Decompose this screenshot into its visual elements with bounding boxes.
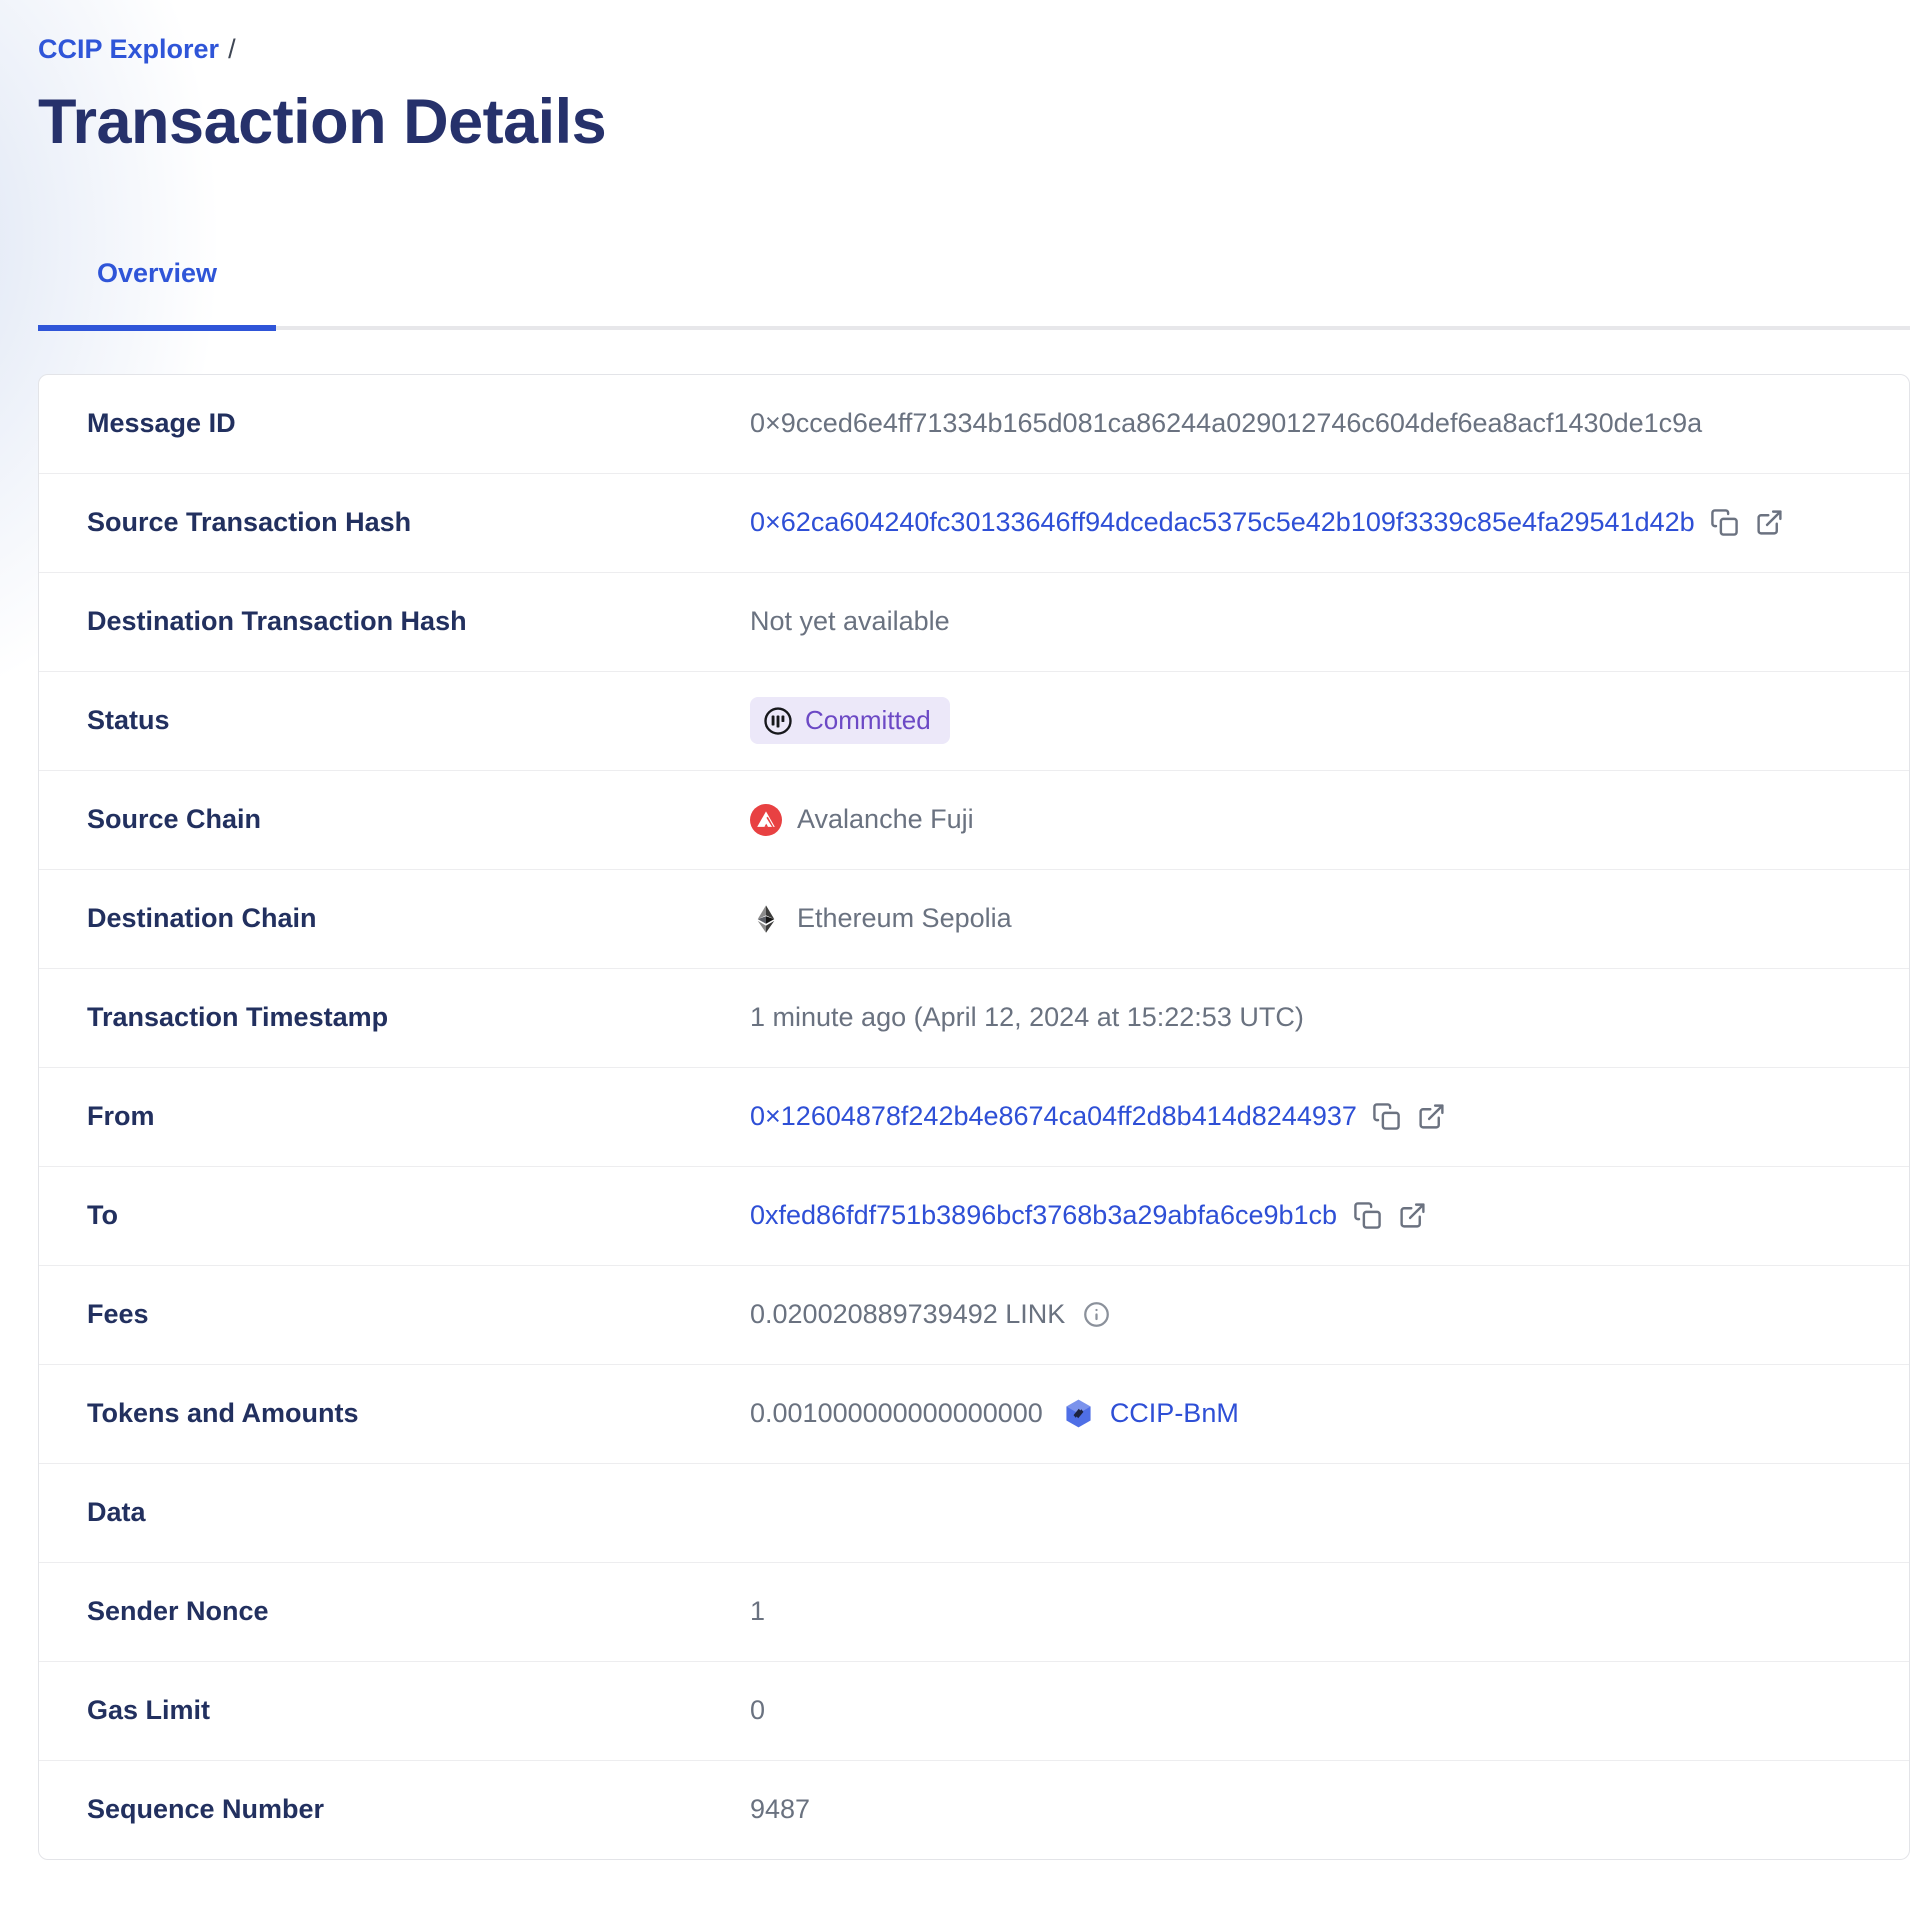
row-label: Sender Nonce [87, 1596, 269, 1627]
row-label: From [87, 1101, 155, 1132]
row-value: 0×9cced6e4ff71334b165d081ca86244a0290127… [750, 408, 1703, 439]
row-value: 0 [750, 1695, 766, 1726]
table-row: Data [39, 1462, 1909, 1562]
external-link-icon[interactable] [1417, 1102, 1447, 1132]
row-label: Fees [87, 1299, 149, 1330]
fees-value: 0.020020889739492 LINK [750, 1299, 1066, 1330]
row-label: Tokens and Amounts [87, 1398, 359, 1429]
copy-icon[interactable] [1372, 1102, 1402, 1132]
row-value-cell: 1 [750, 1596, 1909, 1627]
hash-link[interactable]: 0xfed86fdf751b3896bcf3768b3a29abfa6ce9b1… [750, 1200, 1338, 1231]
chain-name: Ethereum Sepolia [797, 903, 1012, 934]
breadcrumb-separator: / [228, 34, 236, 64]
row-value-cell: Avalanche Fuji [750, 803, 1909, 836]
row-label: Destination Transaction Hash [87, 606, 467, 637]
status-badge: Committed [750, 697, 950, 745]
status-badge-label: Committed [805, 705, 931, 736]
external-link-icon[interactable] [1755, 508, 1785, 538]
row-label: Data [87, 1497, 146, 1528]
hash-link[interactable]: 0×62ca604240fc30133646ff94dcedac5375c5e4… [750, 507, 1695, 538]
row-label: Transaction Timestamp [87, 1002, 389, 1033]
row-value-cell: Ethereum Sepolia [750, 903, 1909, 935]
row-value: 1 [750, 1596, 766, 1627]
row-value: 1 minute ago (April 12, 2024 at 15:22:53… [750, 1002, 1304, 1033]
row-value: Not yet available [750, 606, 950, 637]
avalanche-icon [750, 803, 782, 836]
hash-link[interactable]: 0×12604878f242b4e8674ca04ff2d8b414d82449… [750, 1101, 1357, 1132]
row-label: To [87, 1200, 118, 1231]
table-row: Destination Chain Ethereum Sepolia [39, 868, 1909, 968]
table-row: From 0×12604878f242b4e8674ca04ff2d8b414d… [39, 1066, 1909, 1166]
row-label: Source Transaction Hash [87, 507, 412, 538]
table-row: Message ID 0×9cced6e4ff71334b165d081ca86… [39, 375, 1909, 473]
token-amount: 0.001000000000000000 [750, 1398, 1043, 1429]
row-value-cell: 0.001000000000000000 CCIP-BnM [750, 1397, 1909, 1430]
row-value-cell: 9487 [750, 1794, 1909, 1825]
row-value-cell: 0.020020889739492 LINK [750, 1299, 1909, 1330]
table-row: To 0xfed86fdf751b3896bcf3768b3a29abfa6ce… [39, 1165, 1909, 1265]
breadcrumb: CCIP Explorer / [38, 34, 1910, 65]
table-row: Fees 0.020020889739492 LINK [39, 1264, 1909, 1364]
copy-icon[interactable] [1710, 508, 1740, 538]
page-title: Transaction Details [38, 87, 607, 158]
row-value-cell: 0×9cced6e4ff71334b165d081ca86244a0290127… [750, 408, 1909, 439]
row-value-cell: 1 minute ago (April 12, 2024 at 15:22:53… [750, 1002, 1909, 1033]
row-value-cell: 0×12604878f242b4e8674ca04ff2d8b414d82449… [750, 1101, 1909, 1132]
info-icon[interactable] [1083, 1301, 1110, 1328]
table-row: Sequence Number 9487 [39, 1759, 1909, 1859]
table-row: Destination Transaction Hash Not yet ava… [39, 571, 1909, 671]
table-row: Source Transaction Hash 0×62ca604240fc30… [39, 472, 1909, 572]
row-label: Status [87, 705, 170, 736]
row-label: Destination Chain [87, 903, 317, 934]
row-value: 9487 [750, 1794, 811, 1825]
table-row: Source Chain Avalanche Fuji [39, 769, 1909, 869]
row-value-cell: Committed [750, 697, 1909, 745]
breadcrumb-link-ccip-explorer[interactable]: CCIP Explorer [38, 34, 220, 64]
table-row: Status Committed [39, 670, 1909, 770]
copy-icon[interactable] [1352, 1201, 1382, 1231]
page: CCIP Explorer / Transaction Details Overv… [38, 34, 1910, 1860]
row-label: Message ID [87, 408, 236, 439]
row-value-cell: 0 [750, 1695, 1909, 1726]
details-rows: Message ID 0×9cced6e4ff71334b165d081ca86… [39, 375, 1909, 1859]
row-label: Gas Limit [87, 1695, 211, 1726]
chain-name: Avalanche Fuji [797, 804, 974, 835]
external-link-icon[interactable] [1397, 1201, 1427, 1231]
row-value-cell: 0×62ca604240fc30133646ff94dcedac5375c5e4… [750, 507, 1909, 538]
ethereum-icon [750, 903, 782, 935]
table-row: Tokens and Amounts 0.001000000000000000 … [39, 1363, 1909, 1463]
table-row: Sender Nonce 1 [39, 1561, 1909, 1661]
ccip-bnm-token-icon [1062, 1397, 1095, 1430]
token-link[interactable]: CCIP-BnM [1109, 1398, 1239, 1429]
table-row: Transaction Timestamp 1 minute ago (Apri… [39, 967, 1909, 1067]
row-value-cell: 0xfed86fdf751b3896bcf3768b3a29abfa6ce9b1… [750, 1200, 1909, 1231]
tab-overview[interactable]: Overview [38, 258, 276, 331]
table-row: Gas Limit 0 [39, 1660, 1909, 1760]
row-label: Source Chain [87, 804, 262, 835]
transaction-details-card: Message ID 0×9cced6e4ff71334b165d081ca86… [38, 373, 1910, 1860]
row-value-cell: Not yet available [750, 606, 1909, 637]
row-label: Sequence Number [87, 1794, 325, 1825]
tab-bar: Overview [38, 258, 1910, 331]
committed-icon [763, 706, 793, 736]
